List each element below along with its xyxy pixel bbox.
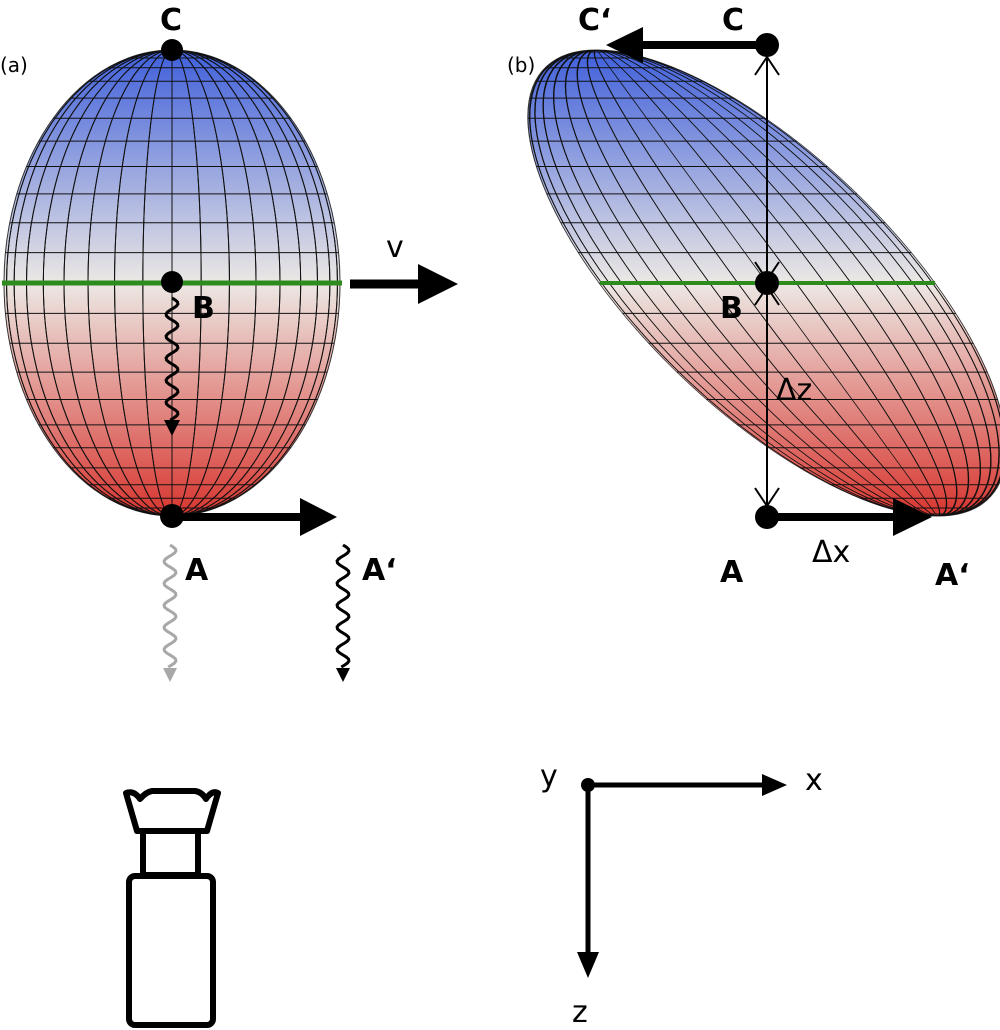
delta-z-label: Δz [776,373,812,408]
point-b-b [755,271,779,295]
arrowhead-icon [606,27,643,63]
label-a-b: A [720,555,744,590]
label-a-prime-a: A‘ [362,553,397,588]
panel-b-tag: (b) [507,53,535,77]
arrowhead-icon [164,420,180,436]
axis-origin [581,778,595,792]
arrowhead-icon [762,774,787,796]
wavy-arrow-icon [335,543,351,669]
axis-label-z: z [572,995,588,1030]
point-b-a [161,271,183,293]
label-a-prime-b: A‘ [935,558,970,593]
label-b-a: B [192,291,215,326]
label-c-a: C [160,3,182,38]
arrowhead-icon [163,668,177,682]
delta-x-label: Δx [812,535,850,570]
arrowhead-icon [577,952,599,978]
arrowhead-icon [300,498,337,536]
velocity-label: v [386,230,404,265]
label-b-b: B [720,291,743,326]
axis-label-y: y [540,759,558,794]
panel-a-tag: (a) [0,53,28,77]
arrowhead-icon [418,264,458,304]
wavy-arrow-icon [164,296,180,422]
point-c-a [161,39,183,61]
label-a-a: A [185,553,209,588]
arrowhead-icon [336,668,350,682]
axis-label-x: x [805,763,823,798]
arrowhead-icon [893,498,932,536]
label-c-prime-b: C‘ [578,3,611,38]
camera-icon [123,788,221,1028]
coordinate-axes: y x z [540,759,823,1030]
label-c-b: C [722,3,744,38]
wavy-arrow-icon [162,543,178,669]
